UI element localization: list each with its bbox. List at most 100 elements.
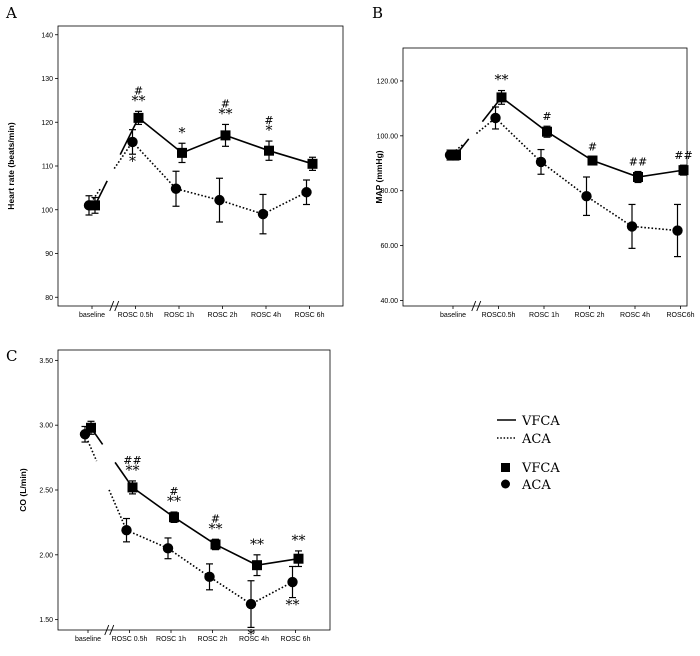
- x-tick-label: ROSC 4h: [620, 312, 650, 319]
- x-tick-label: baseline: [440, 312, 466, 319]
- data-point-circle: [301, 187, 312, 198]
- x-tick-label: ROSC 1h: [529, 312, 559, 319]
- series-aca: [444, 106, 683, 258]
- data-point-square: [220, 130, 231, 141]
- significance-marker: #: [264, 114, 273, 127]
- x-tick-label: ROSC 2h: [575, 312, 605, 319]
- y-tick-label: 60.00: [380, 243, 398, 250]
- data-point-square: [264, 145, 274, 156]
- data-point-square: [177, 147, 187, 158]
- y-tick-label: 3.00: [39, 423, 53, 430]
- data-point-circle: [581, 191, 592, 202]
- data-point-square: [90, 200, 100, 211]
- data-point-circle: [83, 200, 95, 211]
- x-tick-label: ROSC6h: [666, 312, 694, 319]
- significance-marker: **: [250, 537, 264, 553]
- significance-marker: #: [211, 512, 220, 525]
- significance-marker: **: [132, 93, 146, 109]
- axis-break-mark: [104, 624, 110, 636]
- panel-label: C: [6, 347, 17, 365]
- y-tick-label: 100: [41, 207, 53, 214]
- significance-marker: **: [126, 463, 140, 479]
- significance-marker: ##: [674, 149, 692, 162]
- y-tick-label: 100.00: [377, 133, 399, 140]
- data-point-circle: [287, 576, 298, 588]
- significance-marker: **: [209, 521, 223, 537]
- y-tick-label: 2.00: [39, 552, 53, 559]
- series-aca: [79, 425, 298, 629]
- data-point-square: [127, 482, 138, 493]
- y-tick-label: 1.50: [39, 617, 53, 624]
- x-tick-label: ROSC 4h: [239, 636, 269, 643]
- series-vfca: [90, 110, 318, 214]
- data-point-square: [542, 126, 552, 137]
- significance-marker: #: [588, 140, 597, 153]
- significance-marker: #: [169, 485, 178, 498]
- significance-marker: **: [495, 73, 509, 89]
- axis-break-mark: [471, 300, 477, 312]
- data-point-square: [633, 172, 643, 182]
- data-point-circle: [257, 208, 269, 220]
- data-point-square: [169, 512, 179, 523]
- x-tick-label: ROSC 0.5h: [112, 636, 148, 643]
- series-vfca: [86, 420, 304, 577]
- data-point-circle: [162, 543, 174, 554]
- plot-frame: [402, 47, 688, 307]
- panel-b: B 40.00 60.00 80.00 100.00 120.00 MAP (mmHg) ba…: [372, 4, 695, 319]
- axis-break-mark: [476, 300, 482, 312]
- data-point-circle: [214, 194, 225, 206]
- panels-layer: A 80 90 100 110 120 130 140 Heart rate (beats/mi…: [5, 4, 695, 643]
- legend-line-aca-label: ACA: [521, 432, 551, 447]
- plot-frame: [57, 349, 331, 631]
- x-tick-label: baseline: [75, 636, 101, 643]
- data-point-square: [451, 150, 461, 161]
- data-point-circle: [672, 225, 683, 236]
- data-point-circle: [79, 429, 91, 440]
- legend: VFCA ACA VFCA ACA: [497, 414, 560, 493]
- significance-marker: #: [221, 97, 230, 110]
- data-point-square: [252, 560, 262, 571]
- legend-circle-marker: [501, 479, 510, 489]
- significance-marker: #: [542, 110, 551, 123]
- data-point-circle: [245, 598, 257, 610]
- data-point-square: [210, 539, 221, 550]
- data-point-square: [133, 112, 144, 123]
- y-tick-label: 80: [45, 295, 53, 302]
- legend-marker-vfca-label: VFCA: [521, 461, 560, 476]
- y-tick-label: 120.00: [377, 78, 399, 85]
- data-point-square: [587, 155, 598, 166]
- legend-line-vfca-label: VFCA: [521, 414, 560, 429]
- data-point-circle: [535, 156, 547, 168]
- x-tick-label: ROSC 4h: [251, 312, 281, 319]
- data-point-circle: [170, 183, 182, 194]
- significance-marker: ##: [629, 156, 647, 169]
- data-point-circle: [121, 524, 132, 536]
- data-point-circle: [444, 149, 456, 161]
- x-tick-label: ROSC 6h: [295, 312, 325, 319]
- legend-marker-aca-label: ACA: [521, 478, 551, 493]
- x-tick-label: baseline: [79, 312, 105, 319]
- legend-square-marker: [501, 463, 510, 472]
- significance-marker: **: [167, 494, 181, 510]
- series-vfca: [451, 89, 689, 184]
- y-tick-label: 80.00: [380, 188, 398, 195]
- significance-marker: **: [292, 533, 306, 549]
- x-tick-label: ROSC 6h: [281, 636, 311, 643]
- y-tick-label: 120: [41, 120, 53, 127]
- x-tick-label: ROSC0.5h: [482, 312, 516, 319]
- data-point-square: [293, 553, 304, 564]
- series-aca: [83, 129, 312, 235]
- y-axis-label: CO (L/min): [18, 468, 28, 512]
- x-tick-label: ROSC 2h: [208, 312, 238, 319]
- data-point-square: [496, 92, 507, 103]
- x-tick-label: ROSC 2h: [198, 636, 228, 643]
- axis-break-mark: [109, 300, 115, 312]
- x-tick-label: ROSC 1h: [156, 636, 186, 643]
- significance-marker: *: [266, 123, 273, 139]
- y-tick-label: 110: [42, 164, 53, 171]
- significance-marker: *: [129, 154, 136, 170]
- plot-frame: [57, 25, 344, 307]
- y-tick-label: 130: [41, 76, 53, 83]
- significance-marker: *: [179, 125, 186, 141]
